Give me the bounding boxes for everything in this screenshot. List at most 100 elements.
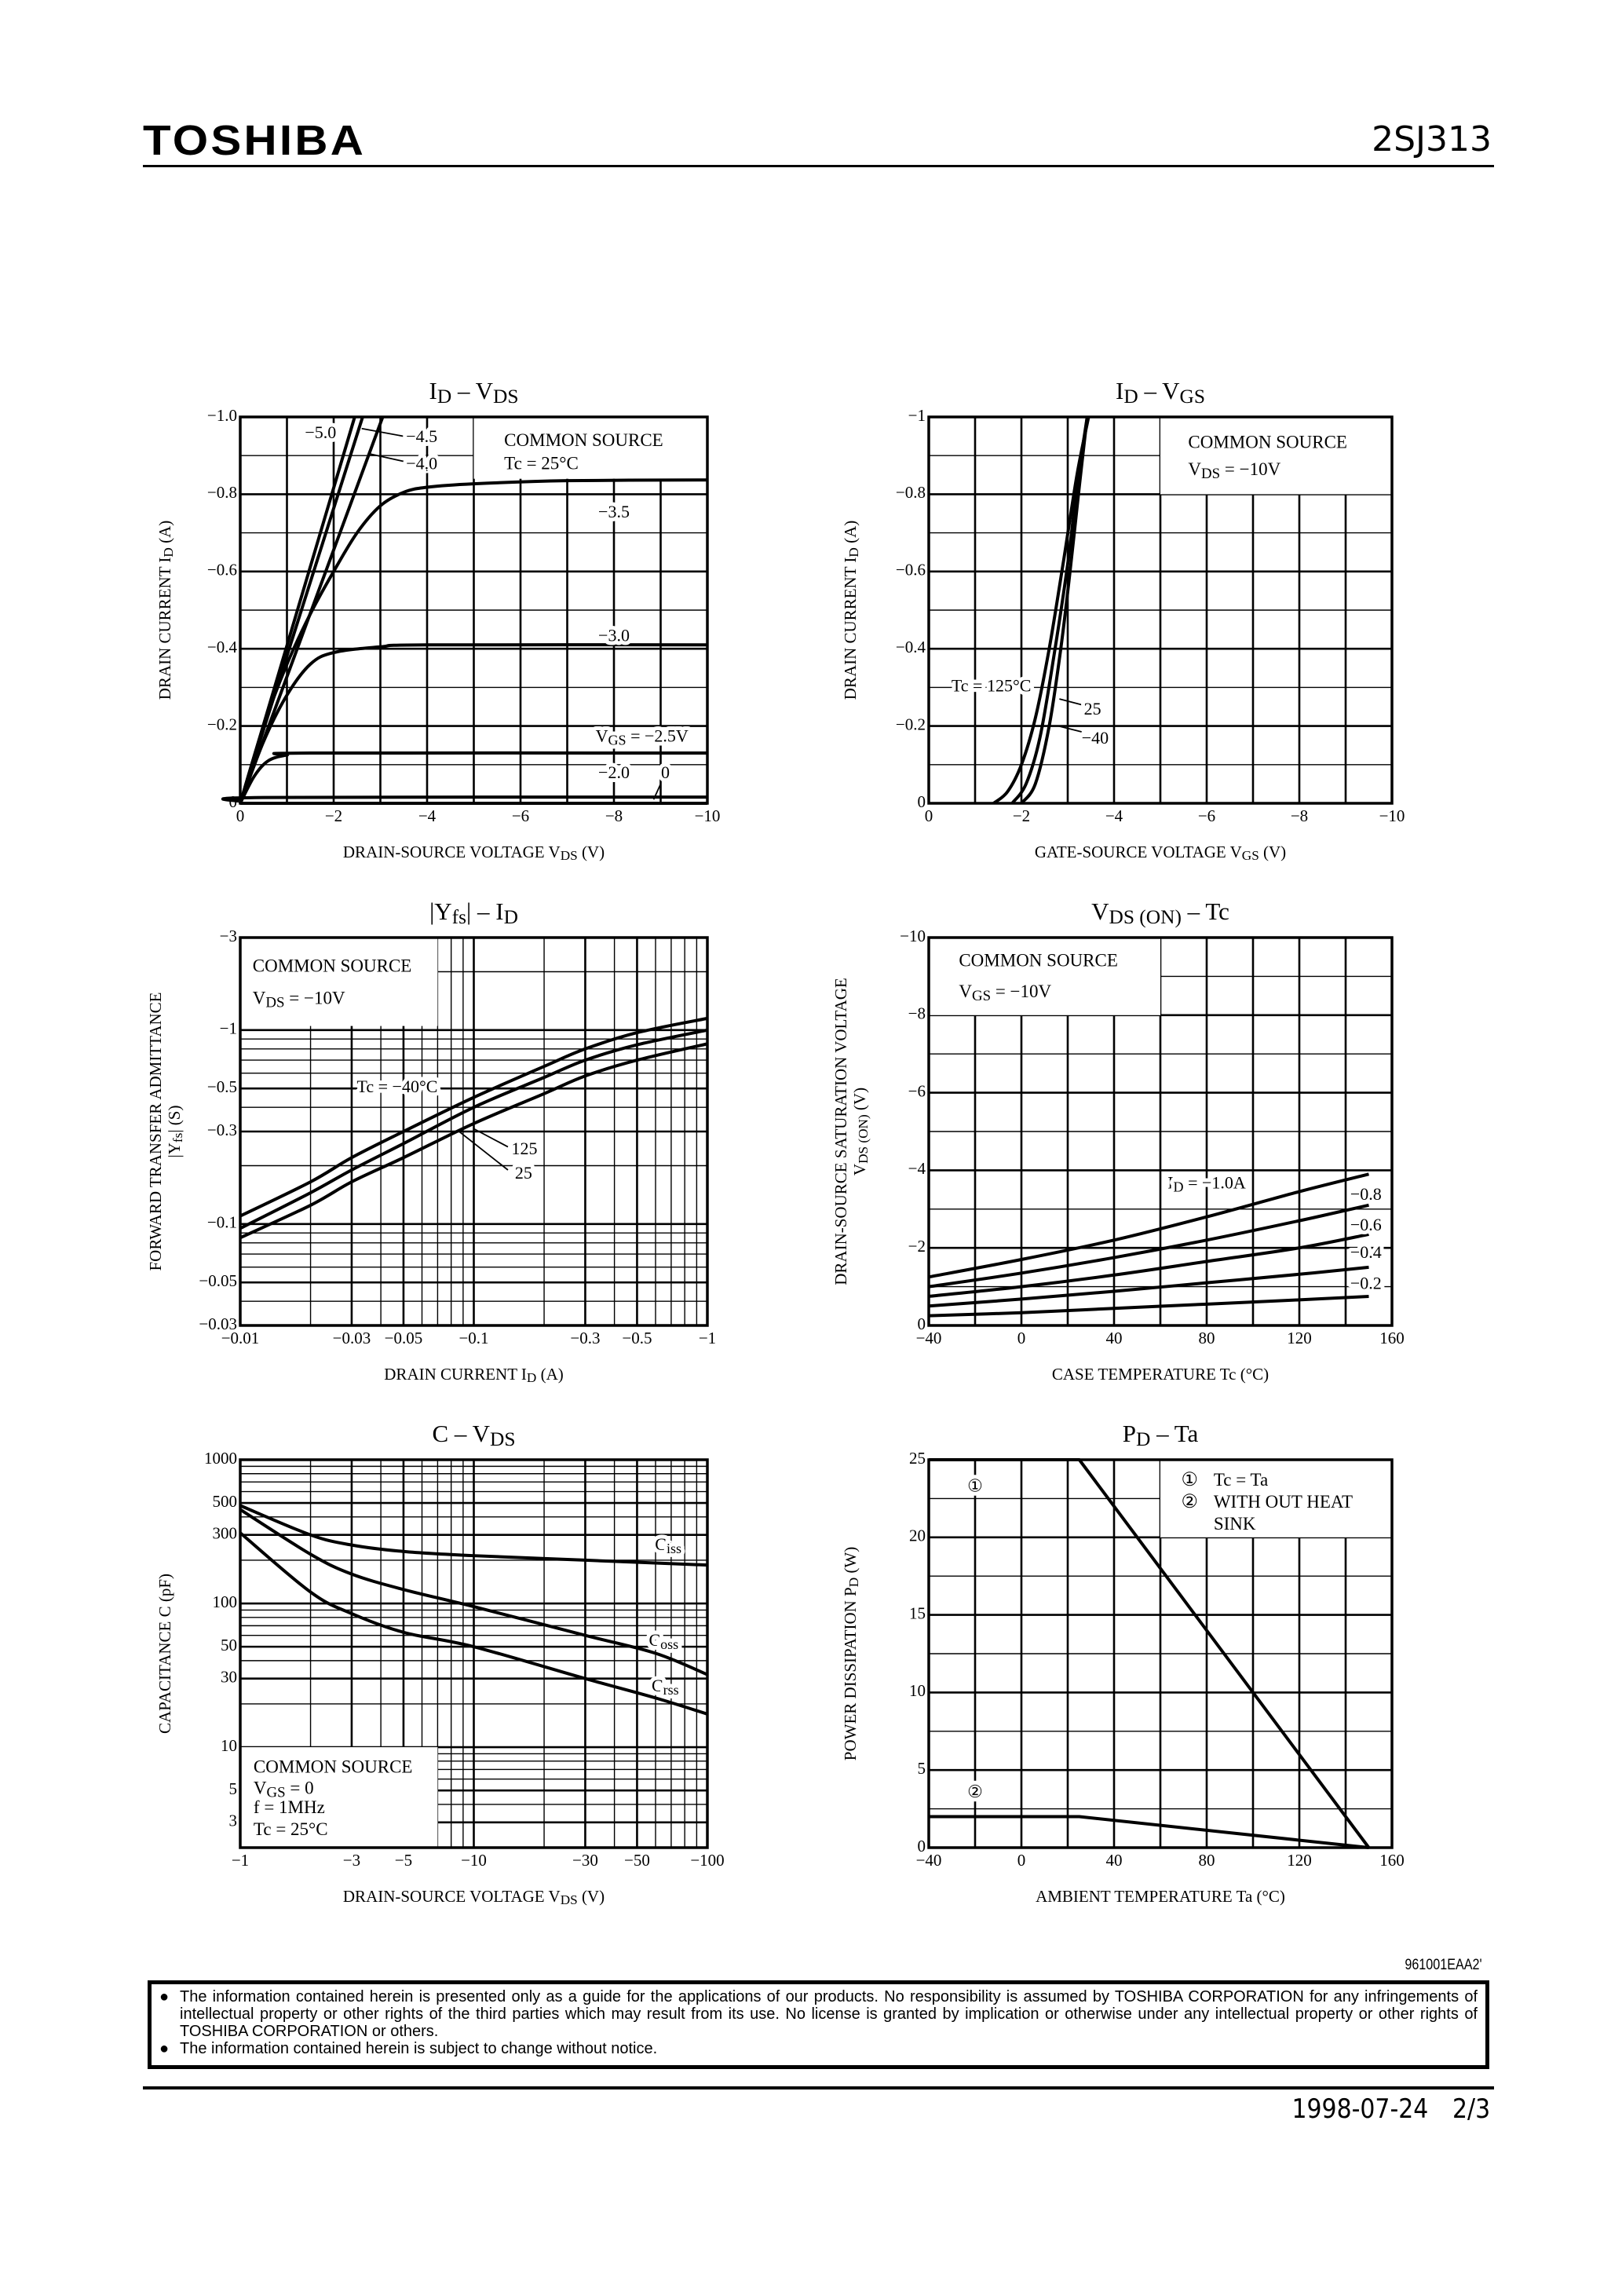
label-segment: D [527, 1370, 536, 1385]
legend-text: f = 1MHz [254, 1797, 325, 1817]
label-segment: C – V [433, 1420, 491, 1447]
series-label: −40 [1082, 728, 1109, 748]
label-segment: 0 [661, 762, 670, 782]
series-line [239, 1508, 708, 1676]
series-line [928, 1232, 1369, 1298]
label-segment: DRAIN CURRENT I [384, 1365, 527, 1384]
y-tick-label: 300 [213, 1524, 238, 1543]
label-segment: −3.0 [598, 625, 630, 645]
label-segment: COMMON SOURCE [504, 430, 663, 450]
chart-title: |Yfs| – ID [429, 898, 518, 928]
label-segment: D [846, 547, 861, 557]
label-segment: COMMON SOURCE [959, 951, 1118, 971]
x-tick-label: 120 [1287, 1329, 1312, 1347]
x-tick-label: −40 [916, 1851, 942, 1870]
chart-title: VDS (ON) – Tc [1091, 898, 1229, 928]
disclaimer-text: The information contained herein is subj… [180, 2040, 658, 2057]
y-tick-label: 30 [221, 1668, 237, 1687]
x-tick-label: −1 [699, 1329, 716, 1347]
label-segment: COMMON SOURCE [254, 1757, 413, 1777]
label-segment: −0.2 [1350, 1274, 1382, 1293]
footer-date-page: 1998-07-24 2/3 [1291, 2093, 1490, 2125]
series-label: 25 [1084, 699, 1101, 718]
label-segment: (A) [536, 1365, 563, 1384]
chart-title: ID – VDS [429, 377, 519, 408]
label-segment: Tc = 25°C [504, 454, 579, 473]
series-label: −0.2 [1350, 1274, 1382, 1293]
series-label: ② [967, 1782, 983, 1801]
y-tick-label: 10 [221, 1736, 237, 1755]
y-axis-label: DRAIN-SOURCE SATURATION VOLTAGE [831, 978, 850, 1285]
legend-text: WITH OUT HEAT [1214, 1492, 1353, 1512]
x-axis-label: DRAIN-SOURCE VOLTAGE VDS (V) [343, 1887, 605, 1907]
label-leader [1058, 725, 1082, 733]
y-tick-label: −3 [220, 927, 237, 945]
label-segment: (V) [578, 843, 605, 861]
x-tick-label: 80 [1199, 1851, 1215, 1870]
x-tick-label: −1 [232, 1851, 249, 1870]
label-segment: I [1116, 377, 1123, 404]
x-tick-label: −5 [395, 1851, 412, 1870]
label-segment: GS [972, 988, 991, 1004]
series-label: 0 [661, 762, 670, 782]
legend-text: VGS = −10V [959, 982, 1051, 1004]
series-label: −5.0 [305, 422, 336, 442]
y-axis-label: |Yfs| (S) [165, 1106, 185, 1158]
label-leader [473, 1128, 509, 1148]
label-segment: DS [561, 1892, 578, 1907]
legend-box [240, 938, 438, 1026]
part-number: 2SJ313 [1372, 119, 1492, 159]
series-label: Ciss [655, 1534, 681, 1556]
label-segment: V [254, 1779, 267, 1798]
plot-frame [239, 1458, 709, 1849]
y-axis-label: VDS (ON) (V) [850, 1088, 871, 1175]
y-tick-label: 100 [213, 1592, 238, 1611]
y-tick-label: −0.2 [896, 715, 926, 733]
label-segment: GS [1180, 386, 1205, 408]
x-tick-label: −4 [1105, 806, 1123, 825]
y-tick-label: 10 [909, 1681, 926, 1700]
y-axis-label: FORWARD TRANSFER ADMITTANCE [146, 993, 165, 1271]
legend-text: COMMON SOURCE [253, 956, 412, 976]
label-segment: 25 [1084, 699, 1101, 718]
y-tick-label: −0.3 [207, 1121, 237, 1139]
series-label: −0.4 [1350, 1242, 1382, 1262]
label-segment: oss [660, 1636, 678, 1652]
x-tick-label: −0.05 [385, 1329, 423, 1347]
x-tick-label: −0.1 [458, 1329, 488, 1347]
label-segment: fs [452, 906, 466, 928]
label-segment: I [429, 377, 437, 404]
label-segment: DS [490, 1428, 515, 1450]
label-segment: – V [1138, 377, 1180, 404]
x-tick-label: −2 [1013, 806, 1030, 825]
y-tick-label: 500 [213, 1492, 238, 1511]
y-tick-label: −0.1 [207, 1213, 237, 1232]
label-segment: ② [967, 1782, 983, 1801]
y-tick-label: 1000 [204, 1449, 237, 1468]
x-tick-label: −6 [512, 806, 529, 825]
disclaimer-box: ● The information contained herein is pr… [148, 1980, 1489, 2069]
series-line [1010, 416, 1089, 805]
y-tick-label: −1 [908, 406, 926, 425]
label-segment: | – I [466, 898, 504, 925]
label-segment: GS [1242, 848, 1259, 863]
x-tick-label: −2 [325, 806, 342, 825]
legend-box [1160, 417, 1392, 495]
legend-text: SINK [1214, 1514, 1256, 1534]
label-segment: C [652, 1676, 663, 1695]
label-segment: D [1174, 1179, 1184, 1194]
y-tick-label: −2 [908, 1237, 926, 1256]
document-date: 1998-07-24 [1291, 2093, 1429, 2125]
x-tick-label: −100 [690, 1851, 724, 1870]
x-tick-label: −10 [695, 806, 721, 825]
y-axis-label: DRAIN CURRENT ID (A) [155, 521, 176, 700]
series-label: −2.0 [598, 762, 630, 782]
x-tick-label: 0 [1017, 1329, 1026, 1347]
label-segment: 25 [515, 1163, 532, 1183]
series-line [221, 795, 708, 803]
y-tick-label: 5 [229, 1779, 238, 1798]
label-segment: f = 1MHz [254, 1797, 325, 1817]
plot-frame [927, 936, 1394, 1327]
label-segment: Tc = −40°C [356, 1077, 437, 1096]
legend-box [929, 938, 1160, 1015]
